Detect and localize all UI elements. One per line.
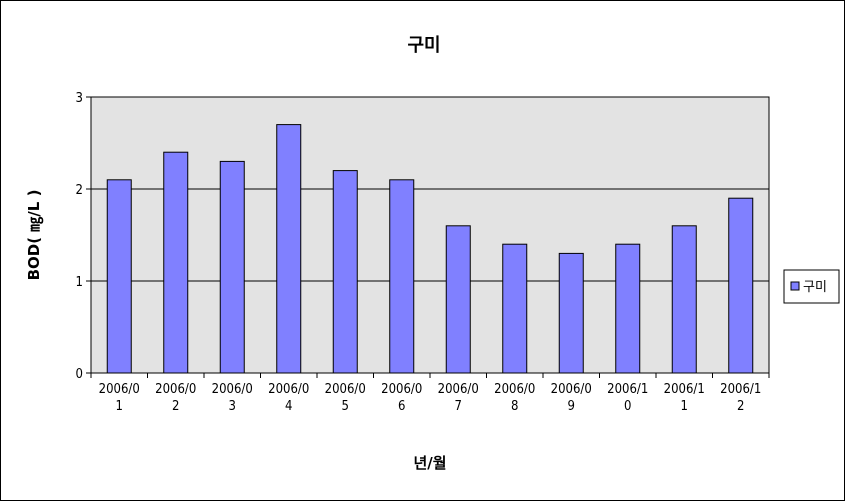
- x-tick-label: 2006/0 5: [325, 382, 366, 414]
- y-tick-label: 0: [76, 367, 83, 382]
- x-tick-labels: 2006/0 1 2006/0 2 2006/0 3 2006/0 4 2006/0 5 2006/…: [99, 382, 762, 414]
- x-tick-label: 2006/1 2: [720, 382, 761, 414]
- bar: [332, 170, 358, 374]
- bar: [615, 243, 641, 374]
- bar: [276, 124, 302, 374]
- legend-swatch: [790, 281, 800, 291]
- bar: [445, 225, 471, 374]
- plot-area: [90, 96, 770, 374]
- bar: [219, 160, 245, 374]
- x-tick-label: 2006/1 0: [607, 382, 648, 414]
- x-tick-label: 2006/0 2: [155, 382, 196, 414]
- y-tick-label: 1: [76, 275, 83, 290]
- bar: [389, 179, 415, 374]
- x-tick-label: 2006/0 7: [438, 382, 479, 414]
- y-tick-labels: 0 1 2 3: [76, 91, 83, 382]
- gridlines: [91, 188, 769, 282]
- x-tick-label: 2006/0 6: [381, 382, 422, 414]
- x-tick-label: 2006/1 1: [664, 382, 705, 414]
- y-tick-label: 3: [76, 91, 83, 106]
- chart-title: 구미: [407, 35, 440, 56]
- x-tick-label: 2006/0 1: [99, 382, 140, 414]
- bar: [163, 151, 189, 374]
- bar: [671, 225, 697, 374]
- x-tick-label: 2006/0 4: [268, 382, 309, 414]
- x-tick-label: 2006/0 3: [212, 382, 253, 414]
- y-tick-label: 2: [76, 183, 83, 198]
- bars: [106, 124, 754, 374]
- x-axis-title: 년/월: [413, 454, 446, 472]
- x-tick-label: 2006/0 8: [494, 382, 535, 414]
- x-tick-label: 2006/0 9: [551, 382, 592, 414]
- y-axis-title: BOD( ㎎/L ): [25, 190, 44, 281]
- bar: [558, 252, 584, 374]
- bar: [106, 179, 132, 374]
- bar: [728, 197, 754, 374]
- legend-label: 구미: [803, 280, 827, 295]
- axes: [86, 96, 770, 378]
- bar: [502, 243, 528, 374]
- legend: 구미: [783, 269, 840, 304]
